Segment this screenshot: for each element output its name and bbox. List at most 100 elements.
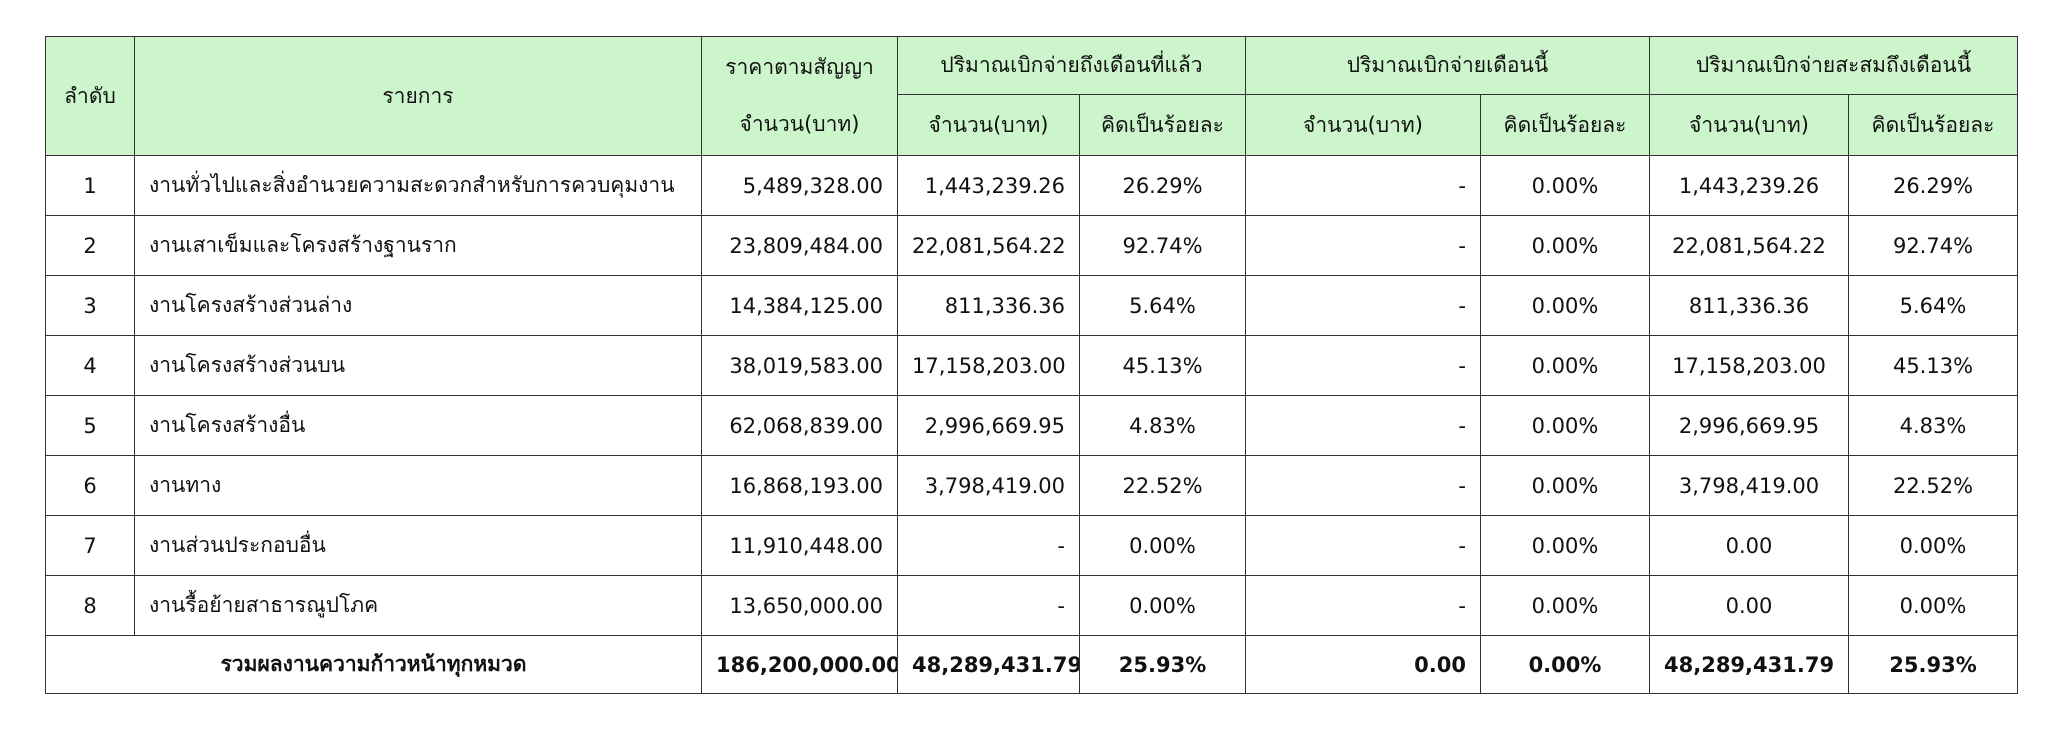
table-row: 8 งานรื้อย้ายสาธารณูปโภค 13,650,000.00-0.0… — [45, 575, 2018, 636]
table-cell: งานรื้อย้ายสาธารณูปโภค — [134, 575, 702, 636]
table-cell: 0.00% — [1079, 515, 1246, 576]
table-cell: - — [1245, 335, 1481, 396]
table-cell: 14,384,125.00 — [701, 275, 898, 336]
table-row: 2 งานเสาเข็มและโครงสร้างฐานราก 23,809,484.… — [45, 215, 2018, 276]
table-row: 3 งานโครงสร้างส่วนล่าง 14,384,125.00 811,33… — [45, 275, 2018, 336]
table-row: 6 งานทาง 16,868,193.00 3,798,419.00 22.52% -0… — [45, 455, 2018, 516]
table-cell: 1,443,239.26 — [1649, 155, 1849, 216]
table-cell: 2,996,669.95 — [1649, 395, 1849, 456]
subheader: คิดเป็นร้อยละ — [1848, 94, 2018, 156]
subheader: จำนวน(บาท) — [897, 94, 1080, 156]
table-cell: 16,868,193.00 — [701, 455, 898, 516]
total-row: รวมผลงานความก้าวหน้าทุกหมวด 186,200,000.0… — [45, 635, 2018, 694]
total-cell: 25.93% — [1079, 635, 1246, 694]
table-cell: 92.74% — [1079, 215, 1246, 276]
table-cell: งานทั่วไปและสิ่งอำนวยความสะดวกสำหรับการค… — [134, 155, 702, 216]
table-cell: งานส่วนประกอบอื่น — [134, 515, 702, 576]
total-label: รวมผลงานความก้าวหน้าทุกหมวด — [45, 635, 702, 694]
subheader: จำนวน(บาท) — [1649, 94, 1849, 156]
table-cell: - — [1245, 215, 1481, 276]
header-group: ปริมาณเบิกจ่ายเดือนนี้ — [1245, 36, 1650, 95]
total-cell: 0.00 — [1245, 635, 1481, 694]
table-cell: 4.83% — [1848, 395, 2018, 456]
table-cell: 811,336.36 — [1649, 275, 1849, 336]
table-cell: - — [897, 575, 1080, 636]
table-cell: 0.00% — [1480, 215, 1650, 276]
total-cell: 0.00% — [1480, 635, 1650, 694]
progress-table: ลำดับ รายการ ราคาตามสัญญาจำนวน(บาท) ปริม… — [45, 36, 2018, 694]
total-cell: 48,289,431.79 — [897, 635, 1080, 694]
table-cell: 17,158,203.00 — [897, 335, 1080, 396]
table-cell: 7 — [45, 515, 135, 576]
table-cell: 1,443,239.26 — [897, 155, 1080, 216]
table-cell: 22.52% — [1079, 455, 1246, 516]
table-cell: - — [1245, 515, 1481, 576]
table-cell: 22.52% — [1848, 455, 2018, 516]
table-cell: - — [1245, 575, 1481, 636]
subheader: คิดเป็นร้อยละ — [1079, 94, 1246, 156]
table-cell: งานทาง — [134, 455, 702, 516]
table-row: 4 งานโครงสร้างส่วนบน 38,019,583.00 17,158,2… — [45, 335, 2018, 396]
table-cell: 0.00% — [1480, 395, 1650, 456]
table-cell: 0.00% — [1480, 575, 1650, 636]
table-cell: 17,158,203.00 — [1649, 335, 1849, 396]
table-cell: 1 — [45, 155, 135, 216]
table-cell: 38,019,583.00 — [701, 335, 898, 396]
table-cell: 22,081,564.22 — [1649, 215, 1849, 276]
subheader: คิดเป็นร้อยละ — [1480, 94, 1650, 156]
table-cell: 0.00% — [1480, 455, 1650, 516]
subheader: จำนวน(บาท) — [1245, 94, 1481, 156]
table-cell: 8 — [45, 575, 135, 636]
table-cell: - — [1245, 275, 1481, 336]
table-cell: 2,996,669.95 — [897, 395, 1080, 456]
header-group: ปริมาณเบิกจ่ายสะสมถึงเดือนนี้ — [1649, 36, 2018, 95]
table-cell: 62,068,839.00 — [701, 395, 898, 456]
table-cell: 5 — [45, 395, 135, 456]
header-item: รายการ — [134, 36, 702, 156]
table-cell: 45.13% — [1848, 335, 2018, 396]
table-cell: 3,798,419.00 — [897, 455, 1080, 516]
header-no: ลำดับ — [45, 36, 135, 156]
table-row: 1 งานทั่วไปและสิ่งอำนวยความสะดวกสำหรับการ… — [45, 155, 2018, 216]
table-cell: งานโครงสร้างส่วนบน — [134, 335, 702, 396]
table-cell: 2 — [45, 215, 135, 276]
table-cell: - — [897, 515, 1080, 576]
table-cell: 5,489,328.00 — [701, 155, 898, 216]
table-cell: 0.00% — [1480, 335, 1650, 396]
table-cell: 0.00 — [1649, 575, 1849, 636]
table-cell: 4 — [45, 335, 135, 396]
table-cell: งานเสาเข็มและโครงสร้างฐานราก — [134, 215, 702, 276]
table-cell: 3,798,419.00 — [1649, 455, 1849, 516]
header-group: ปริมาณเบิกจ่ายถึงเดือนที่แล้ว — [897, 36, 1246, 95]
table-cell: งานโครงสร้างส่วนล่าง — [134, 275, 702, 336]
table-cell: 811,336.36 — [897, 275, 1080, 336]
table-cell: 13,650,000.00 — [701, 575, 898, 636]
table-cell: 0.00% — [1480, 515, 1650, 576]
header-contract: ราคาตามสัญญาจำนวน(บาท) — [701, 36, 898, 156]
table-cell: 92.74% — [1848, 215, 2018, 276]
header-text: ราคาตามสัญญา — [725, 55, 874, 79]
subheader-row: จำนวน(บาท) คิดเป็นร้อยละ จำนวน(บาท) คิดเป็น… — [46, 94, 2018, 156]
table-cell: 23,809,484.00 — [701, 215, 898, 276]
table-cell: 22,081,564.22 — [897, 215, 1080, 276]
table-cell: 3 — [45, 275, 135, 336]
total-cell: 186,200,000.00 — [701, 635, 898, 694]
table-body: 1 งานทั่วไปและสิ่งอำนวยความสะดวกสำหรับการ… — [45, 155, 2018, 636]
table-cell: 0.00% — [1079, 575, 1246, 636]
table-cell: - — [1245, 395, 1481, 456]
table-cell: งานโครงสร้างอื่น — [134, 395, 702, 456]
table-cell: 45.13% — [1079, 335, 1246, 396]
total-cell: 48,289,431.79 — [1649, 635, 1849, 694]
table-row: 7 งานส่วนประกอบอื่น 11,910,448.00-0.00% -0.… — [45, 515, 2018, 576]
table-cell: 0.00% — [1848, 575, 2018, 636]
table-cell: 26.29% — [1079, 155, 1246, 216]
table-cell: - — [1245, 455, 1481, 516]
table-cell: 0.00% — [1480, 275, 1650, 336]
table-cell: 26.29% — [1848, 155, 2018, 216]
table-row: 5 งานโครงสร้างอื่น 62,068,839.00 2,996,669.… — [45, 395, 2018, 456]
table-cell: 0.00% — [1848, 515, 2018, 576]
table-cell: - — [1245, 155, 1481, 216]
table-cell: 4.83% — [1079, 395, 1246, 456]
header-text: จำนวน(บาท) — [739, 112, 860, 136]
